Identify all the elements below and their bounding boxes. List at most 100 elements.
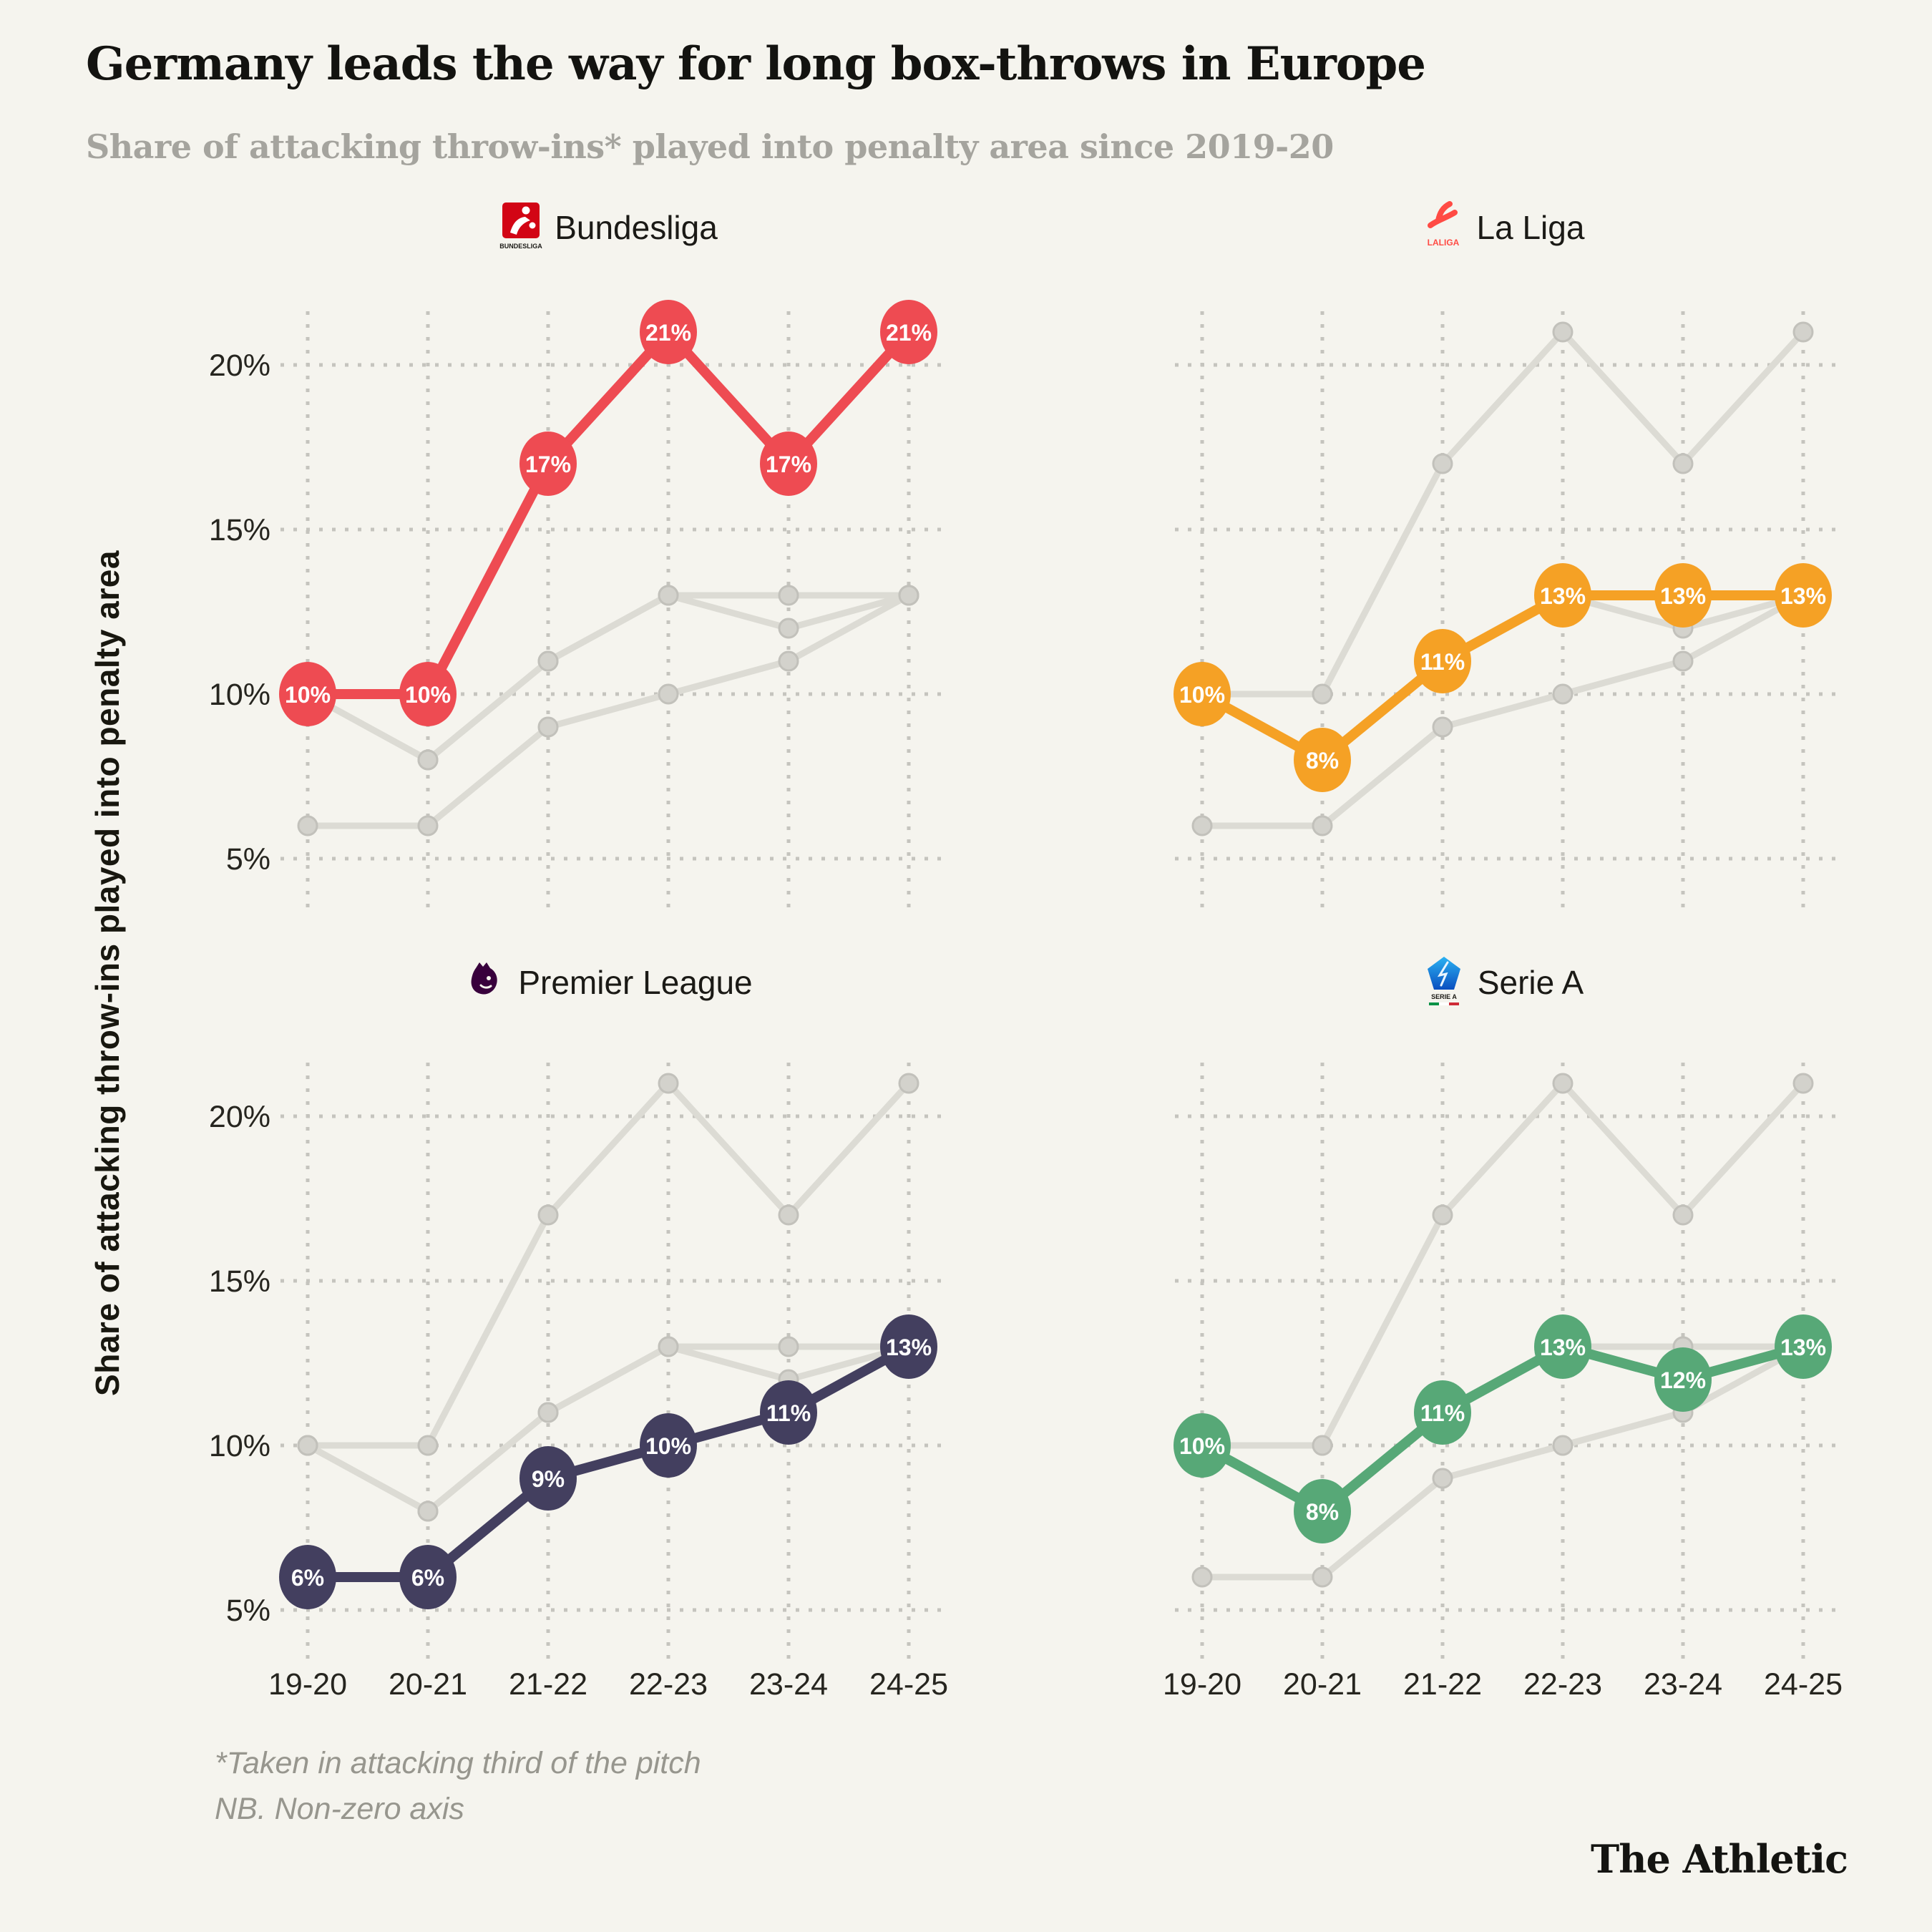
context-point bbox=[778, 1204, 799, 1226]
data-point-marker bbox=[1414, 1380, 1471, 1445]
context-line bbox=[304, 592, 912, 763]
context-point bbox=[1191, 815, 1213, 836]
context-point bbox=[1672, 453, 1694, 474]
x-tick-label: 24-25 bbox=[869, 1667, 948, 1702]
data-point-label: 11% bbox=[1420, 1400, 1465, 1426]
the-athletic-logo: The Athletic bbox=[1591, 1836, 1848, 1882]
data-point-marker bbox=[1534, 563, 1591, 628]
premier-league-logo-icon bbox=[471, 962, 498, 995]
x-tick-label: 22-23 bbox=[629, 1667, 708, 1702]
x-tick-label: 23-24 bbox=[749, 1667, 828, 1702]
data-point-marker bbox=[519, 431, 577, 496]
context-point bbox=[1552, 321, 1574, 343]
panel-header-premier-league: Premier League bbox=[322, 957, 894, 1008]
y-tick-label: 10% bbox=[209, 1429, 270, 1463]
data-point-marker bbox=[279, 662, 336, 726]
data-point-marker bbox=[760, 1380, 817, 1445]
data-point-label: 13% bbox=[1780, 583, 1826, 609]
context-lines bbox=[1191, 321, 1814, 836]
context-point bbox=[1792, 1073, 1814, 1094]
data-point-label: 17% bbox=[766, 452, 811, 477]
data-point-label: 12% bbox=[1660, 1367, 1706, 1393]
context-point bbox=[1432, 1204, 1453, 1226]
context-line bbox=[304, 1080, 912, 1449]
data-point-label: 13% bbox=[1660, 583, 1706, 609]
context-point bbox=[1312, 1435, 1333, 1456]
data-point-marker bbox=[1775, 1314, 1832, 1379]
x-tick-label: 24-25 bbox=[1764, 1667, 1843, 1702]
data-point-marker bbox=[1775, 563, 1832, 628]
y-tick-label: 15% bbox=[209, 513, 270, 547]
gridlines: 5% 10% 15% 20% bbox=[209, 311, 950, 910]
data-point-label: 10% bbox=[405, 682, 451, 708]
highlight-line bbox=[303, 327, 914, 699]
highlight-series: 10% 8% 11% 13% 13% 13% bbox=[1174, 563, 1832, 792]
x-tick-label: 22-23 bbox=[1523, 1667, 1602, 1702]
context-point bbox=[1792, 321, 1814, 343]
chart-panel-premier-league: 5% 10% 15% 20% 6% 6% 9% 10% 11% 13% 19-20 20-21 21-2… bbox=[209, 1063, 950, 1702]
panel-header-bundesliga: BUNDESLIGA Bundesliga bbox=[322, 203, 894, 253]
data-point-label: 10% bbox=[1179, 682, 1225, 708]
data-point-label: 10% bbox=[285, 682, 331, 708]
data-point-marker bbox=[399, 662, 457, 726]
x-tick-label: 20-21 bbox=[1283, 1667, 1362, 1702]
data-point-marker bbox=[880, 1314, 937, 1379]
y-tick-label: 20% bbox=[209, 1100, 270, 1134]
data-point-marker bbox=[760, 431, 817, 496]
context-line bbox=[1199, 592, 1807, 763]
context-point bbox=[778, 618, 799, 639]
context-point bbox=[1552, 1073, 1574, 1094]
context-line bbox=[1199, 1080, 1807, 1449]
laliga-logo-icon: LALIGA bbox=[1427, 201, 1459, 248]
context-point bbox=[537, 716, 559, 738]
chart-panel-bundesliga: 5% 10% 15% 20% 10% 10% 17% 21% 17% 21% bbox=[209, 300, 950, 910]
context-line bbox=[304, 1343, 912, 1515]
data-point-label: 6% bbox=[291, 1565, 324, 1591]
context-point bbox=[1432, 453, 1453, 474]
data-point-label: 13% bbox=[1540, 1335, 1586, 1360]
context-point bbox=[778, 585, 799, 606]
page-subtitle: Share of attacking throw-ins* played int… bbox=[86, 127, 1334, 166]
x-tick-label: 20-21 bbox=[389, 1667, 467, 1702]
context-point bbox=[1672, 1204, 1694, 1226]
context-point bbox=[417, 815, 439, 836]
chart-panel-serie-a: 10% 8% 11% 13% 12% 13% 19-20 20-21 21-22 22-23 23-… bbox=[1163, 1063, 1845, 1702]
data-point-marker bbox=[399, 1545, 457, 1609]
data-point-label: 17% bbox=[525, 452, 571, 477]
context-line bbox=[1199, 328, 1807, 698]
data-point-marker bbox=[1174, 662, 1231, 726]
x-axis-labels: 19-20 20-21 21-22 22-23 23-24 24-25 bbox=[268, 1667, 948, 1702]
context-lines bbox=[1191, 1073, 1814, 1588]
serie-a-logo-icon: SERIE A bbox=[1427, 957, 1460, 1005]
context-lines bbox=[297, 1073, 919, 1522]
context-point bbox=[297, 815, 318, 836]
context-point bbox=[898, 585, 919, 606]
data-point-marker bbox=[279, 1545, 336, 1609]
data-point-label: 8% bbox=[1306, 748, 1339, 774]
context-lines bbox=[297, 585, 919, 836]
data-point-label: 21% bbox=[886, 320, 932, 346]
context-point bbox=[658, 1073, 679, 1094]
context-point bbox=[1552, 683, 1574, 705]
x-tick-label: 19-20 bbox=[268, 1667, 347, 1702]
y-tick-label: 5% bbox=[226, 1594, 270, 1628]
x-tick-label: 23-24 bbox=[1644, 1667, 1722, 1702]
highlight-line bbox=[1197, 1342, 1808, 1516]
context-point bbox=[1312, 683, 1333, 705]
context-point bbox=[537, 1402, 559, 1423]
context-point bbox=[898, 1073, 919, 1094]
data-point-marker bbox=[1534, 1314, 1591, 1379]
context-point bbox=[1672, 650, 1694, 672]
data-point-label: 10% bbox=[645, 1433, 691, 1459]
data-point-marker bbox=[1294, 1479, 1351, 1543]
x-tick-label: 21-22 bbox=[509, 1667, 587, 1702]
context-point bbox=[658, 585, 679, 606]
context-point bbox=[1312, 815, 1333, 836]
page-title: Germany leads the way for long box-throw… bbox=[86, 37, 1426, 91]
data-point-marker bbox=[1294, 728, 1351, 792]
context-line bbox=[304, 592, 912, 829]
panel-title-premier-league: Premier League bbox=[518, 964, 753, 1001]
serie-a-logo-text: SERIE A bbox=[1431, 993, 1457, 1000]
panel-header-serie-a: SERIE A Serie A bbox=[1216, 957, 1789, 1008]
